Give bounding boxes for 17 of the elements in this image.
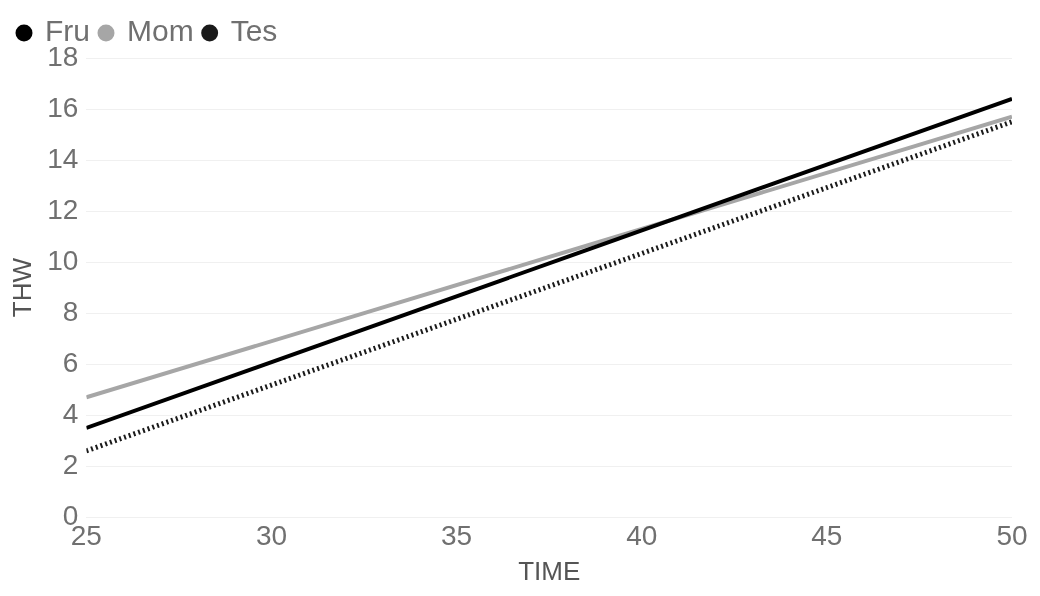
- x-tick-label: 35: [441, 519, 473, 551]
- y-axis-title: THW: [6, 257, 37, 318]
- y-tick-label: 8: [62, 295, 79, 327]
- x-tick-label: 30: [255, 519, 288, 551]
- y-tick-label: 14: [47, 142, 79, 174]
- y-tick-label: 12: [47, 193, 79, 225]
- y-tick-label: 10: [47, 244, 79, 276]
- legend-label: Mom: [127, 14, 194, 48]
- y-tick-label: 2: [62, 448, 79, 480]
- y-tick-label: 16: [47, 91, 79, 123]
- y-tick-label: 4: [62, 397, 79, 429]
- legend-label: Tes: [230, 14, 278, 48]
- y-tick-label: 6: [62, 346, 79, 378]
- x-tick-label: 45: [811, 519, 843, 551]
- x-tick-label: 50: [996, 519, 1028, 551]
- x-axis-title: TIME: [518, 555, 581, 586]
- x-tick-label: 40: [626, 519, 658, 551]
